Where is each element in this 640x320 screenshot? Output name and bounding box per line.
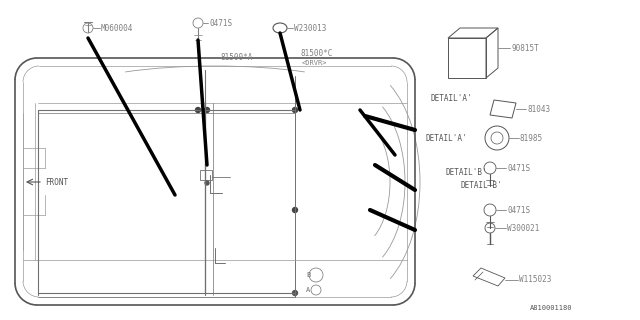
Text: DETAIL'A': DETAIL'A' [430, 93, 472, 102]
Text: A810001180: A810001180 [530, 305, 573, 311]
Bar [200, 170, 212, 180]
Text: W115023: W115023 [519, 276, 552, 284]
Text: B: B [306, 272, 310, 278]
Circle shape [195, 108, 200, 113]
Text: W230013: W230013 [294, 23, 326, 33]
Text: 81985: 81985 [520, 133, 543, 142]
Text: FRONT: FRONT [45, 178, 68, 187]
Text: DETAIL'A': DETAIL'A' [425, 133, 467, 142]
Text: 90815T: 90815T [511, 44, 539, 52]
Text: M060004: M060004 [101, 23, 133, 33]
Text: 0471S: 0471S [507, 164, 530, 172]
Circle shape [292, 207, 298, 212]
Circle shape [205, 181, 209, 185]
Text: A: A [306, 287, 310, 293]
Text: W300021: W300021 [507, 223, 540, 233]
Text: 81043: 81043 [527, 105, 550, 114]
Text: 81500*C: 81500*C [300, 49, 332, 58]
Text: 0471S: 0471S [507, 205, 530, 214]
Circle shape [292, 291, 298, 295]
Circle shape [292, 108, 298, 113]
Text: 0471S: 0471S [209, 19, 232, 28]
Text: DETAIL'B': DETAIL'B' [445, 167, 486, 177]
Text: 81500*A: 81500*A [220, 52, 252, 61]
Circle shape [205, 108, 209, 113]
Ellipse shape [273, 23, 287, 33]
Text: DETAIL'B': DETAIL'B' [460, 180, 502, 189]
Text: <DRVR>: <DRVR> [302, 60, 328, 66]
